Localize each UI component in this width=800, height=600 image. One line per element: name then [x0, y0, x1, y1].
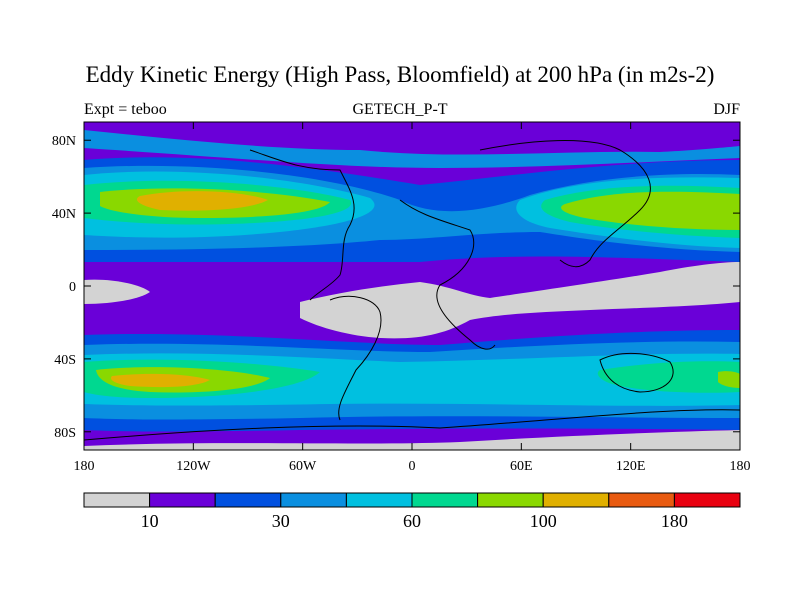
colorbar: 10 30 60 100 180: [83, 492, 741, 531]
chart-title: Eddy Kinetic Energy (High Pass, Bloomfie…: [85, 62, 715, 87]
coastline-australia: [599, 352, 674, 393]
season-label: DJF: [713, 101, 740, 118]
colorbar-label: 60: [403, 511, 421, 531]
tropical-minimum-africa: [300, 262, 740, 339]
tropical-minimum-pacific-west: [84, 279, 150, 304]
y-tick-label: 0: [69, 280, 76, 295]
experiment-label: Expt = teboo: [84, 101, 167, 118]
coastline-asia: [479, 140, 651, 268]
nh-band-140-west: [136, 191, 268, 211]
colorbar-swatch: [411, 492, 479, 508]
coastline-south-america: [329, 296, 382, 421]
colorbar-swatch: [673, 492, 741, 508]
colorbar-swatch: [542, 492, 610, 508]
sh-band-100-east: [718, 371, 740, 388]
colorbar-label: 10: [141, 511, 159, 531]
nh-band-100-east: [561, 191, 740, 230]
model-label: GETECH_P-T: [352, 101, 448, 118]
sh-band-80-east: [597, 361, 740, 393]
coastline-north-america: [249, 149, 355, 301]
x-tick-label: 60W: [289, 459, 317, 474]
colorbar-label: 100: [530, 511, 557, 531]
y-tick-label: 80S: [54, 426, 76, 441]
colorbar-swatch: [214, 492, 282, 508]
colorbar-swatch: [345, 492, 413, 508]
coastline-europe-africa: [399, 199, 496, 350]
y-tick-label: 40N: [52, 207, 76, 222]
colorbar-swatch: [83, 492, 151, 508]
x-tick-label: 180: [74, 459, 95, 474]
y-tick-label: 80N: [52, 134, 76, 149]
x-tick-label: 0: [409, 459, 416, 474]
contour-field: [84, 122, 740, 450]
colorbar-swatch: [608, 492, 675, 508]
coastlines: [84, 140, 740, 441]
antarctic-low-band: [84, 430, 740, 450]
colorbar-swatch: [149, 492, 216, 508]
x-tick-label: 60E: [510, 459, 533, 474]
sh-band-140: [110, 373, 210, 388]
colorbar-swatch: [280, 492, 347, 508]
x-tick-label: 120W: [176, 459, 211, 474]
x-tick-label: 120E: [616, 459, 646, 474]
y-tick-label: 40S: [54, 353, 76, 368]
colorbar-label: 180: [661, 511, 688, 531]
coastline-antarctica: [84, 409, 740, 441]
colorbar-swatch: [477, 492, 544, 508]
x-tick-label: 180: [730, 459, 751, 474]
colorbar-label: 30: [272, 511, 290, 531]
axes: 180 120W 60W 0 60E 120E 180 80N 40N 0 40S 80S: [52, 122, 751, 474]
nh-high-lat-band: [84, 130, 740, 168]
